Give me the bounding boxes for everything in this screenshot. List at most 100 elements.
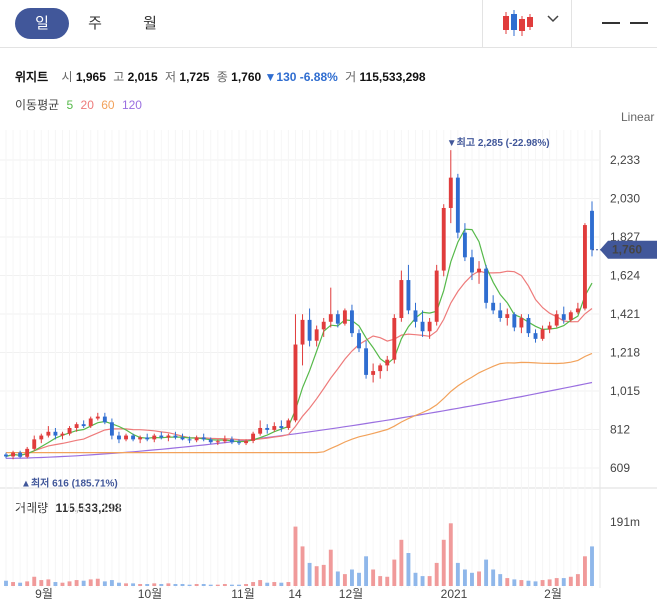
candle-body (131, 435, 136, 440)
candle-body (102, 416, 107, 423)
candle-body (364, 348, 369, 375)
volume-bar (286, 582, 291, 586)
candle (201, 433, 206, 442)
volume-bar (385, 576, 390, 586)
candle (229, 436, 234, 445)
volume-bar (498, 574, 503, 586)
candle-body (244, 440, 248, 444)
candle (350, 304, 354, 337)
candle-body (265, 427, 270, 430)
candle (265, 424, 270, 434)
volume-bar (350, 569, 354, 586)
volume-bar (420, 576, 425, 586)
tab-week[interactable]: 주 (88, 15, 102, 32)
candle (385, 355, 390, 372)
volume-bar (427, 576, 432, 586)
open-label: 시 (61, 70, 73, 84)
candle-body (526, 317, 531, 334)
candle (187, 436, 192, 444)
volume-bar (159, 584, 164, 586)
candle (159, 431, 164, 440)
candle (272, 422, 277, 432)
candle (208, 437, 213, 445)
candle (328, 287, 333, 328)
volume-bar (533, 581, 538, 586)
volume-bar (462, 569, 467, 586)
volume-bar (229, 584, 234, 586)
candle (406, 264, 411, 315)
candle-body (4, 454, 8, 457)
close-value: 1,760 (231, 70, 262, 84)
chart-type-selector[interactable] (482, 0, 572, 47)
volume-bar (109, 580, 114, 586)
candle-body (46, 431, 51, 436)
volume-bar (46, 579, 51, 586)
volume-bar (335, 571, 340, 586)
volume-bar (194, 584, 199, 586)
candle-body (582, 225, 587, 309)
candle (4, 452, 8, 459)
candle-body (166, 435, 171, 438)
x-tick-label: 11월 (231, 587, 255, 601)
candle (124, 433, 128, 442)
candle-body (11, 452, 16, 457)
candle (39, 433, 44, 444)
candle-body (378, 365, 383, 372)
candle-body (512, 314, 517, 328)
candle-body (427, 321, 432, 332)
candle-body (462, 232, 467, 258)
candle (540, 325, 545, 341)
ma-60[interactable]: 60 (101, 98, 115, 112)
minus-icon[interactable] (602, 22, 620, 24)
volume-bar (293, 526, 298, 586)
candle-body (237, 442, 241, 444)
candle-body (554, 314, 559, 326)
candle (554, 310, 559, 328)
ma-20[interactable]: 20 (80, 98, 94, 112)
moving-average-legend: 이동평균 5 20 60 120 (15, 96, 142, 113)
candle-body (81, 424, 86, 427)
x-tick-label: 14 (288, 587, 302, 601)
volume-value: 115,533,298 (359, 70, 426, 84)
chevron-down-icon[interactable] (546, 14, 560, 24)
candle (25, 446, 30, 459)
volume-bar (357, 572, 361, 586)
y-tick-label: 1,421 (610, 307, 640, 321)
candle (293, 314, 298, 423)
y-tick-label: 1,624 (610, 269, 640, 283)
candle (547, 321, 552, 334)
candle (300, 314, 305, 366)
candle (46, 426, 51, 438)
minus-icon-2[interactable] (630, 22, 648, 24)
volume-bar (18, 582, 23, 586)
candle (145, 433, 150, 442)
candle-body (519, 317, 524, 328)
period-toolbar: 일 주 월 (0, 0, 657, 48)
volume-bar (561, 578, 566, 586)
candle-body (222, 439, 227, 442)
candle (102, 412, 107, 425)
candle-body (420, 321, 425, 332)
candle-body (258, 427, 263, 434)
candle-body (470, 257, 474, 273)
volume-bar (519, 580, 524, 586)
candle-body (67, 427, 72, 434)
candle (222, 435, 227, 444)
candle (568, 310, 573, 322)
candle-body (194, 437, 199, 441)
candle-body (25, 448, 30, 457)
candle-body (180, 437, 185, 440)
volume-bar (67, 581, 72, 586)
scale-label[interactable]: Linear (621, 110, 655, 124)
tab-month[interactable]: 월 (143, 15, 157, 32)
candle (526, 314, 531, 337)
tab-day[interactable]: 일 (15, 8, 69, 39)
volume-bar (307, 562, 312, 586)
current-price-label: 1,760 (612, 243, 642, 257)
ma-5[interactable]: 5 (66, 98, 74, 112)
x-tick-label: 12월 (339, 587, 363, 601)
ma-120[interactable]: 120 (121, 98, 142, 112)
candle (561, 306, 566, 324)
candle (173, 431, 178, 440)
